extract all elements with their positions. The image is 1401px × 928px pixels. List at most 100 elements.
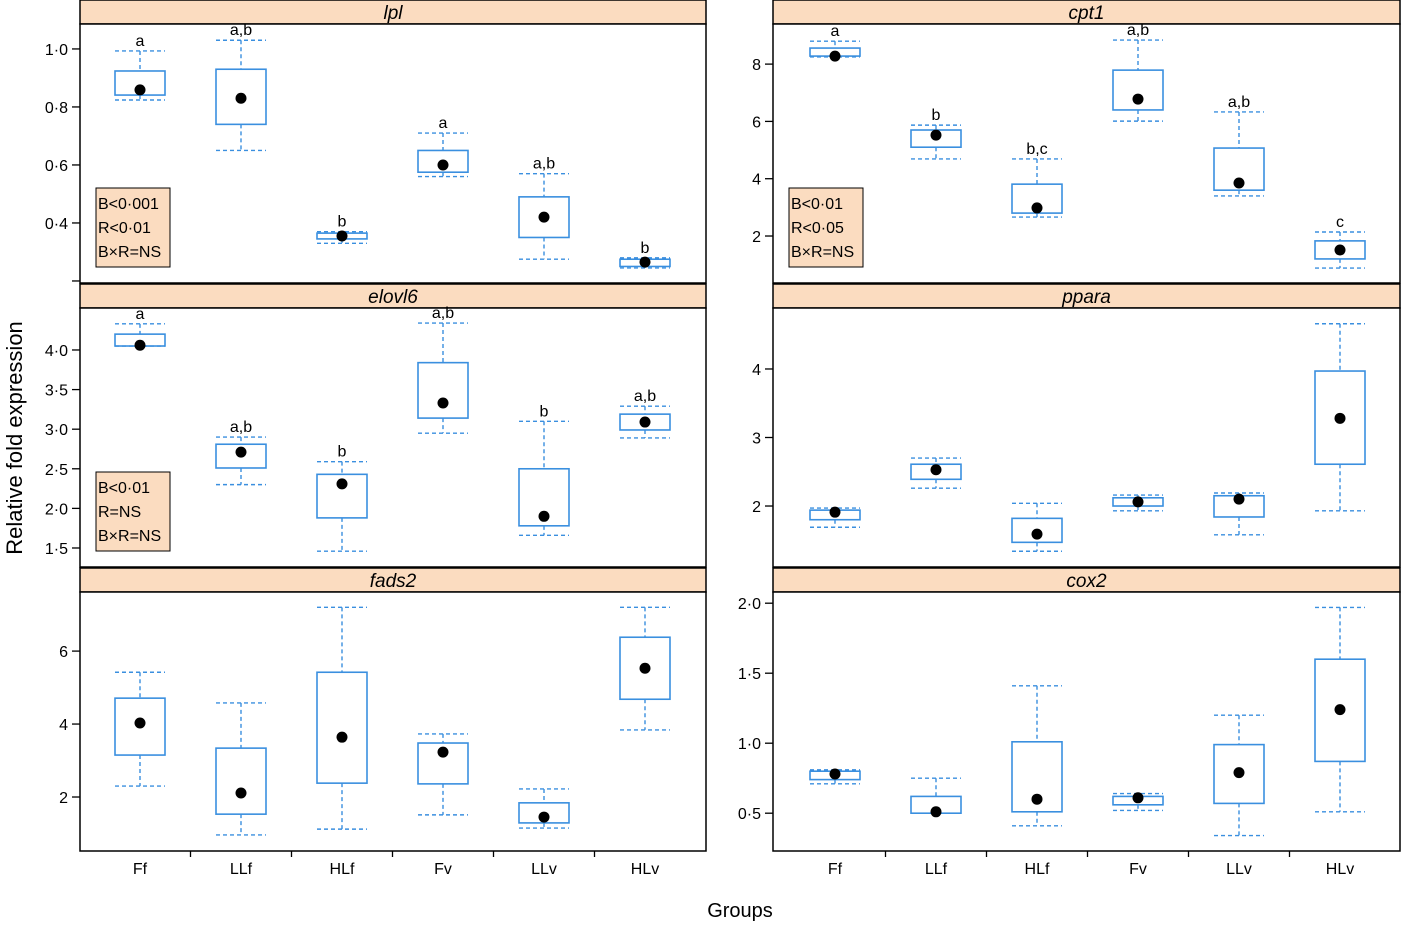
- y-tick-label: 0·4: [45, 216, 68, 233]
- median-dot: [134, 339, 146, 351]
- box-LLv: [518, 196, 570, 239]
- median-dot: [538, 510, 550, 522]
- stats-line: B×R=NS: [98, 244, 161, 261]
- box-HLv: [1314, 370, 1366, 466]
- stats-line: B<0·001: [98, 196, 159, 213]
- stats-line: R=NS: [98, 504, 141, 521]
- median-dot: [437, 159, 449, 171]
- significance-letter: b: [641, 240, 650, 257]
- y-tick-label: 4·0: [45, 343, 68, 360]
- median-dot: [1031, 528, 1043, 540]
- stats-box: [788, 187, 864, 268]
- median-dot: [235, 446, 247, 458]
- x-tick-label: Fv: [434, 861, 452, 878]
- x-tick-label: HLv: [1326, 861, 1354, 878]
- stats-line: R<0·05: [791, 220, 844, 237]
- significance-letter: a,b: [432, 305, 454, 322]
- stats-line: B×R=NS: [98, 528, 161, 545]
- median-dot: [930, 464, 942, 476]
- x-tick-label: Ff: [133, 861, 148, 878]
- box-LLf: [215, 68, 267, 126]
- median-dot: [639, 256, 651, 268]
- box-Fv: [417, 361, 469, 419]
- median-dot: [1233, 767, 1245, 779]
- median-dot: [1132, 496, 1144, 508]
- median-dot: [1132, 792, 1144, 804]
- box-LLv: [518, 467, 570, 527]
- panel-frame: [79, 23, 707, 284]
- y-tick-label: 1·5: [45, 541, 68, 558]
- median-dot: [437, 397, 449, 409]
- median-dot: [1132, 93, 1144, 105]
- median-dot: [829, 50, 841, 62]
- panel-title: elovl6: [368, 287, 418, 308]
- y-tick-label: 2·5: [45, 462, 68, 479]
- y-tick-label: 2·0: [738, 596, 761, 613]
- median-dot: [1334, 704, 1346, 716]
- x-tick-label: HLf: [330, 861, 355, 878]
- median-dot: [1233, 493, 1245, 505]
- median-dot: [134, 717, 146, 729]
- box-LLv: [518, 802, 570, 824]
- x-tick-label: LLf: [230, 861, 253, 878]
- panel-ppara: ppara 4 3 2: [752, 283, 1401, 568]
- box-LLf: [215, 443, 267, 469]
- box-HLv: [619, 636, 671, 701]
- box-HLv: [1314, 658, 1366, 763]
- significance-letter: a,b: [230, 419, 252, 436]
- box-HLf: [1011, 517, 1063, 544]
- significance-letter: b: [338, 444, 347, 461]
- panel-frame: [772, 591, 1401, 852]
- median-dot: [437, 746, 449, 758]
- median-dot: [1334, 244, 1346, 256]
- median-dot: [1031, 793, 1043, 805]
- y-tick-label: 6: [752, 114, 761, 131]
- y-tick-label: 1·0: [738, 736, 761, 753]
- y-tick-label: 2: [752, 499, 761, 516]
- significance-letter: a,b: [533, 156, 555, 173]
- y-tick-label: 3·5: [45, 383, 68, 400]
- box-HLv: [619, 413, 671, 431]
- panel-title: ppara: [1061, 287, 1111, 308]
- panel-frame: [772, 23, 1401, 284]
- box-Fv: [417, 149, 469, 174]
- median-dot: [336, 230, 348, 242]
- significance-letter: a,b: [1228, 94, 1250, 111]
- median-dot: [930, 129, 942, 141]
- panel-lpl: lpl 1·0 0·8 0·6 0·4 a a,b b a a,b b B<0·001 R<0·01 B×…: [45, 0, 707, 284]
- x-tick-label: Fv: [1129, 861, 1147, 878]
- stats-line: B×R=NS: [791, 244, 854, 261]
- median-dot: [639, 662, 651, 674]
- panel-title: cpt1: [1069, 3, 1105, 24]
- panel-strip: [772, 283, 1401, 309]
- panel-title: fads2: [370, 571, 417, 592]
- panel-frame: [79, 591, 707, 852]
- significance-letter: a,b: [634, 388, 656, 405]
- significance-letter: a,b: [1127, 22, 1149, 39]
- stats-line: B<0·01: [98, 480, 150, 497]
- y-tick-label: 2: [59, 790, 68, 807]
- median-dot: [1233, 177, 1245, 189]
- box-LLv: [1213, 147, 1265, 191]
- significance-letter: a: [136, 33, 145, 50]
- median-dot: [134, 84, 146, 96]
- x-axis-label: Groups: [707, 900, 773, 922]
- median-dot: [336, 731, 348, 743]
- y-tick-label: 4: [59, 717, 68, 734]
- y-tick-label: 6: [59, 644, 68, 661]
- stats-line: R<0·01: [98, 220, 151, 237]
- box-LLf: [215, 747, 267, 815]
- x-tick-label: Ff: [828, 861, 843, 878]
- significance-letter: b: [932, 107, 941, 124]
- panel-title: lpl: [383, 3, 403, 24]
- stats-box: [95, 471, 171, 552]
- y-tick-label: 1·0: [45, 42, 68, 59]
- box-HLf: [316, 671, 368, 784]
- panel-frame: [79, 307, 707, 568]
- median-dot: [538, 811, 550, 823]
- y-tick-label: 3: [752, 431, 761, 448]
- x-tick-label: HLf: [1025, 861, 1050, 878]
- y-tick-label: 0·5: [738, 806, 761, 823]
- significance-letter: a,b: [230, 22, 252, 39]
